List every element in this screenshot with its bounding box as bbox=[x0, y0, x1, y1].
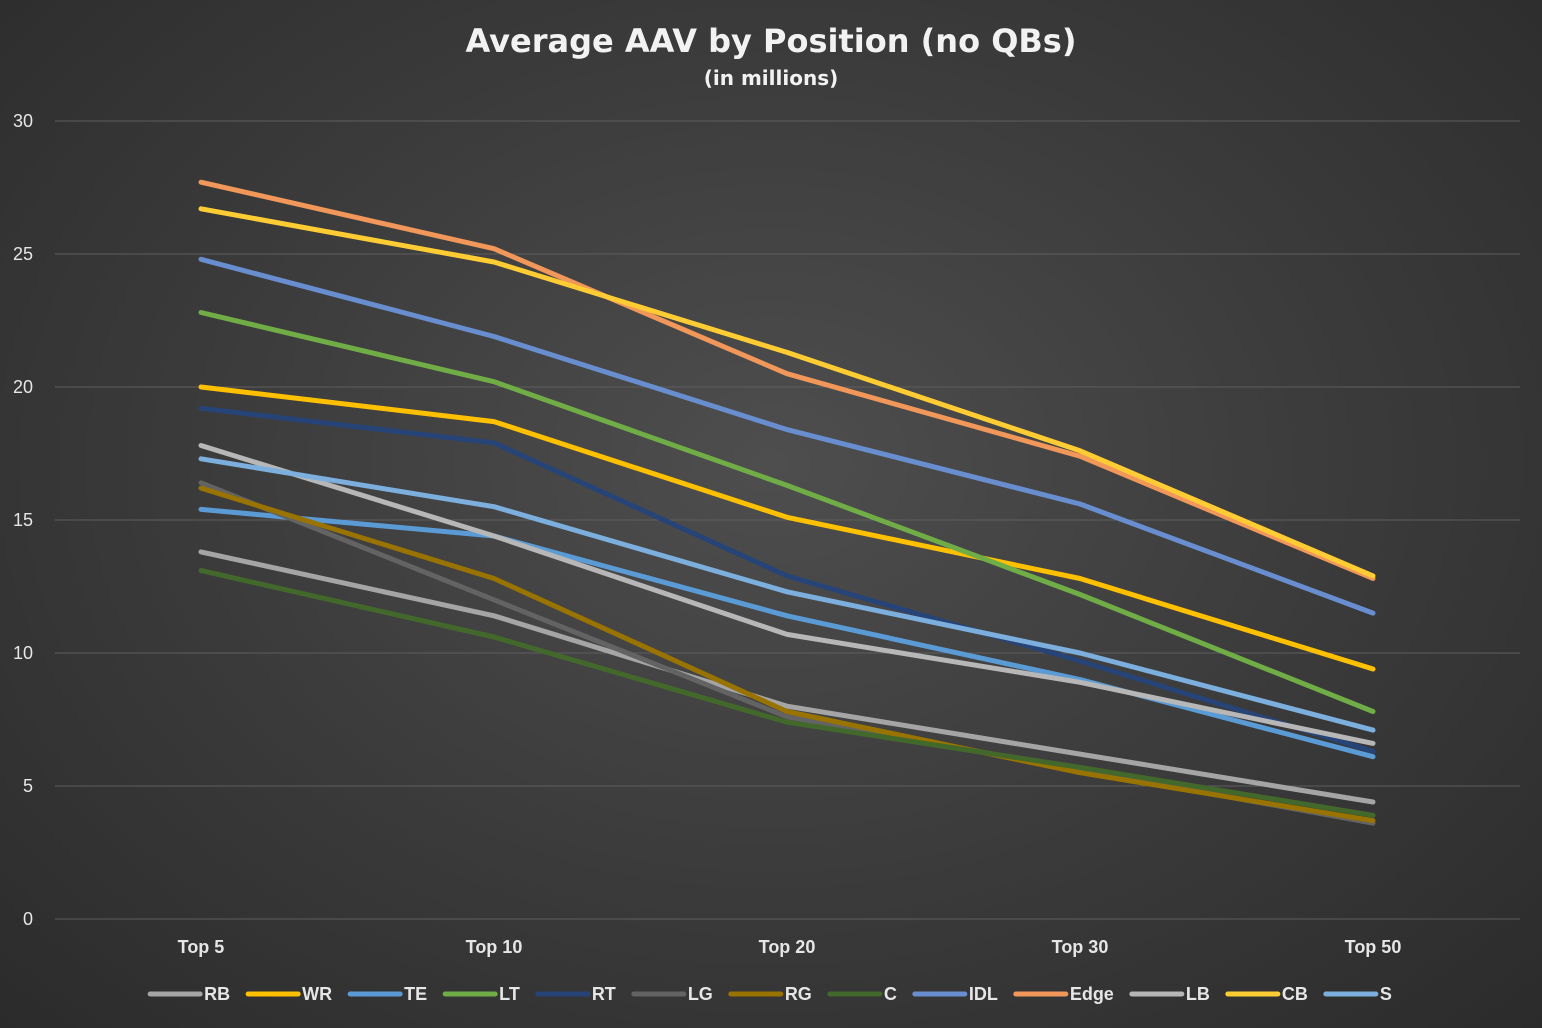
y-tick-label: 10 bbox=[13, 643, 33, 663]
series-line-te bbox=[198, 506, 1376, 760]
legend-label: RG bbox=[785, 984, 812, 1004]
series-line-rg bbox=[198, 485, 1376, 824]
y-tick-label: 25 bbox=[13, 244, 33, 264]
chart-subtitle: (in millions) bbox=[704, 66, 838, 90]
legend-item-lt[interactable]: LT bbox=[442, 984, 520, 1004]
y-tick-label: 5 bbox=[23, 776, 33, 796]
series-line-wr bbox=[198, 384, 1376, 672]
y-tick-label: 20 bbox=[13, 377, 33, 397]
legend-label: S bbox=[1380, 984, 1392, 1004]
legend-label: RT bbox=[592, 984, 616, 1004]
series-line-lt bbox=[198, 310, 1376, 714]
legend-item-te[interactable]: TE bbox=[347, 984, 427, 1004]
legend-label: C bbox=[884, 984, 897, 1004]
legend-item-lg[interactable]: LG bbox=[631, 984, 713, 1004]
legend-item-lb[interactable]: LB bbox=[1129, 984, 1210, 1004]
legend-label: CB bbox=[1282, 984, 1308, 1004]
legend-label: TE bbox=[404, 984, 427, 1004]
legend-label: LT bbox=[499, 984, 520, 1004]
legend-label: Edge bbox=[1070, 984, 1114, 1004]
series-line-c bbox=[198, 568, 1376, 818]
series-line-idl bbox=[198, 256, 1376, 616]
x-tick-label: Top 30 bbox=[1052, 937, 1109, 957]
x-tick-label: Top 5 bbox=[178, 937, 225, 957]
legend-item-c[interactable]: C bbox=[827, 984, 897, 1004]
y-tick-label: 0 bbox=[23, 909, 33, 929]
x-axis-ticks: Top 5 Top 10 Top 20 Top 30 Top 50 bbox=[178, 937, 1402, 957]
legend-item-rt[interactable]: RT bbox=[535, 984, 616, 1004]
legend-item-wr[interactable]: WR bbox=[245, 984, 332, 1004]
legend-item-rb[interactable]: RB bbox=[147, 984, 230, 1004]
legend-item-cb[interactable]: CB bbox=[1225, 984, 1308, 1004]
legend-label: WR bbox=[302, 984, 332, 1004]
gridlines bbox=[55, 120, 1520, 920]
legend-label: LB bbox=[1186, 984, 1210, 1004]
legend-label: IDL bbox=[969, 984, 998, 1004]
legend-item-idl[interactable]: IDL bbox=[912, 984, 998, 1004]
x-tick-label: Top 10 bbox=[466, 937, 523, 957]
x-tick-label: Top 50 bbox=[1345, 937, 1402, 957]
series-line-edge bbox=[198, 179, 1376, 581]
y-tick-label: 30 bbox=[13, 111, 33, 131]
chart-title: Average AAV by Position (no QBs) bbox=[466, 22, 1077, 60]
legend-item-edge[interactable]: Edge bbox=[1013, 984, 1114, 1004]
series-lines bbox=[198, 179, 1376, 826]
y-tick-label: 15 bbox=[13, 510, 33, 530]
series-line-lb bbox=[198, 443, 1376, 746]
x-tick-label: Top 20 bbox=[759, 937, 816, 957]
legend-item-rg[interactable]: RG bbox=[728, 984, 812, 1004]
legend-item-s[interactable]: S bbox=[1323, 984, 1392, 1004]
series-line-rt bbox=[198, 405, 1376, 754]
legend-label: RB bbox=[204, 984, 230, 1004]
legend-label: LG bbox=[688, 984, 713, 1004]
series-line-s bbox=[198, 456, 1376, 733]
series-line-rb bbox=[198, 549, 1376, 805]
legend: RB WR TE LT RT LG RG C IDL Edge LB CB S bbox=[147, 984, 1392, 1004]
y-axis-ticks: 0 5 10 15 20 25 30 bbox=[13, 111, 33, 929]
series-line-cb bbox=[198, 206, 1376, 579]
